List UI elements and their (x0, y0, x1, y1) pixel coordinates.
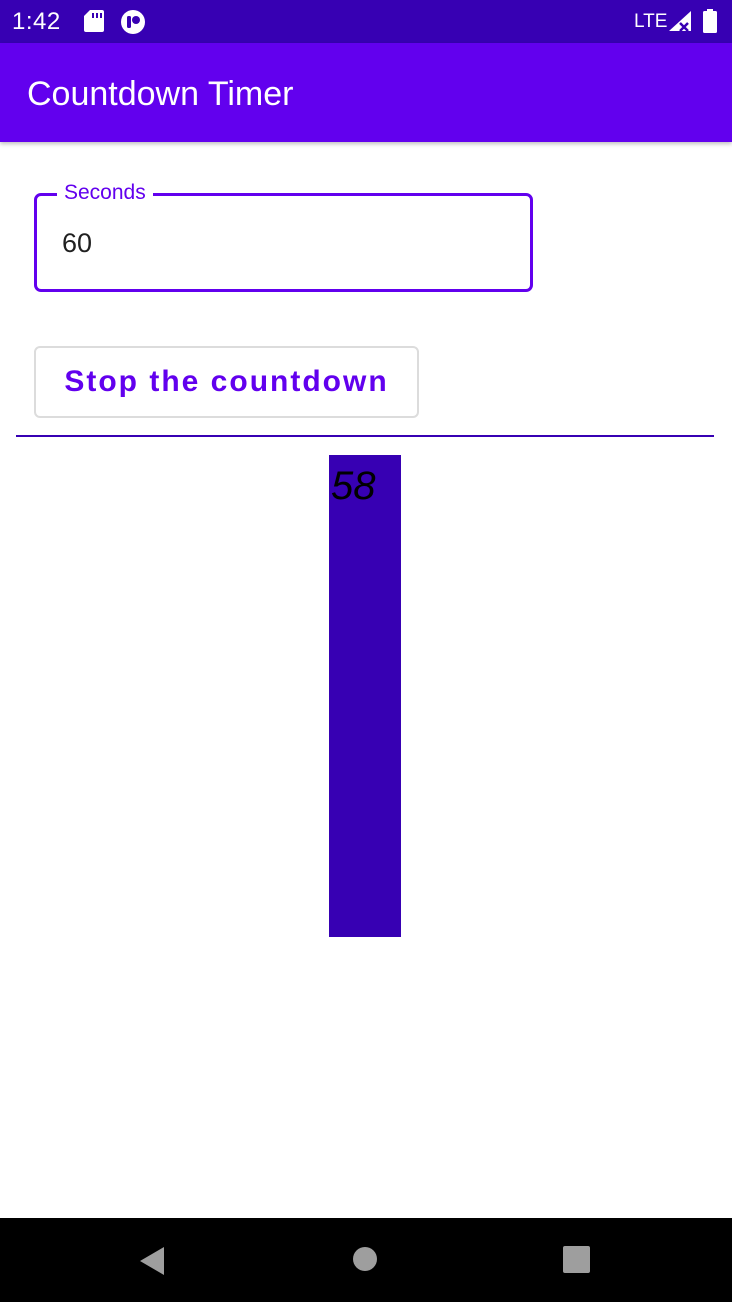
recents-icon[interactable] (563, 1246, 590, 1278)
app-notification-icon (120, 9, 146, 40)
navigation-bar (0, 1218, 732, 1302)
stop-countdown-button[interactable]: Stop the countdown (34, 346, 419, 418)
app-bar: Countdown Timer (0, 43, 732, 142)
app-title: Countdown Timer (27, 75, 294, 113)
status-time: 1:42 (12, 8, 61, 35)
home-icon[interactable] (352, 1246, 378, 1277)
back-icon[interactable] (138, 1246, 166, 1281)
countdown-bar: 58 (329, 455, 401, 937)
divider (16, 435, 714, 437)
sd-card-icon (83, 9, 105, 38)
status-bar: 1:42 LTE (0, 0, 732, 43)
battery-icon (703, 9, 717, 38)
seconds-input[interactable] (62, 226, 502, 260)
seconds-field[interactable]: Seconds (34, 180, 533, 292)
countdown-value: 58 (331, 464, 376, 508)
seconds-label: Seconds (57, 180, 153, 206)
network-type: LTE (634, 11, 668, 32)
signal-icon (668, 10, 692, 37)
